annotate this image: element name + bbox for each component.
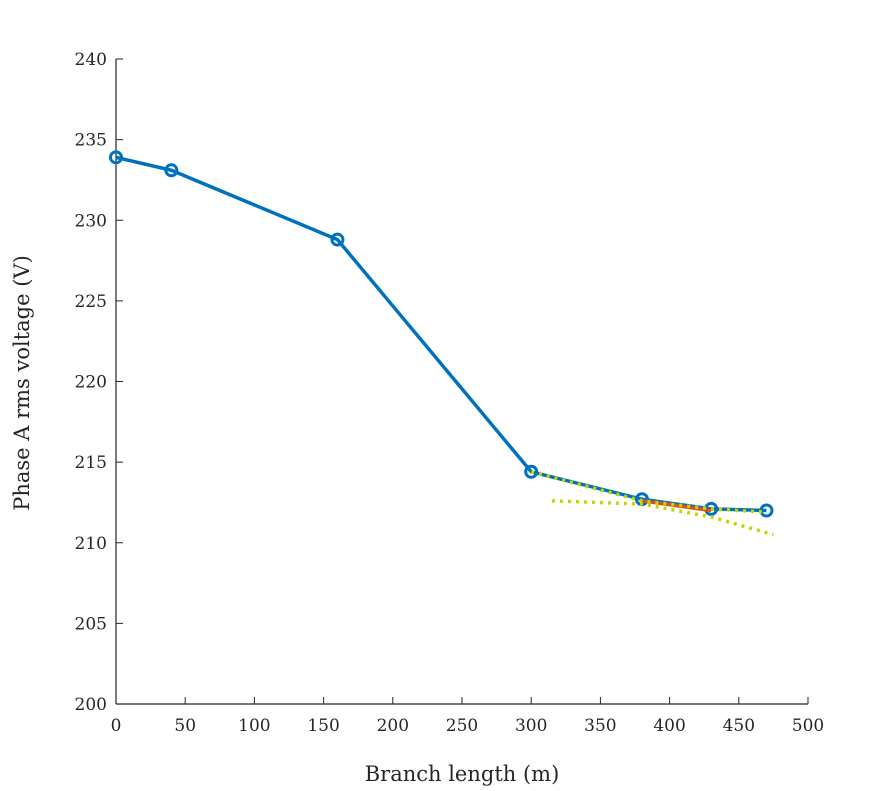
x-tick-label: 400 [653,716,685,736]
series-3-line [551,499,774,537]
axes [115,59,808,705]
x-tick-label: 50 [174,716,196,736]
x-tick-label: 450 [723,716,755,736]
y-axis-title: Phase A rms voltage (V) [10,255,34,511]
y-tick-label: 205 [75,614,107,634]
y-tick-label: 215 [75,453,107,473]
x-tick-label: 0 [111,716,122,736]
x-tick-label: 250 [446,716,478,736]
series-0-point [330,232,345,247]
y-tick-label: 210 [75,534,107,554]
y-tick-label: 240 [75,50,107,70]
x-axis-title: Branch length (m) [365,762,560,786]
series-1-line [641,499,712,513]
x-tick-label: 350 [584,716,616,736]
x-tick-label: 500 [792,716,824,736]
x-tick-label: 100 [238,716,270,736]
y-tick-label: 230 [75,211,107,231]
x-tick-label: 150 [307,716,339,736]
x-tick-label: 300 [515,716,547,736]
series-0-point [109,150,123,165]
y-tick-label: 225 [75,292,107,312]
y-tick-label: 220 [75,373,107,393]
y-tick-label: 235 [75,131,107,151]
ticks: 0 50 100 150 200 250 300 350 400 450 500 200 205 210 2… [75,50,825,736]
series-layer [109,150,774,537]
series-0-point [164,163,179,178]
series-0-line [115,155,767,513]
series-2-line [530,470,767,514]
x-tick-label: 200 [377,716,409,736]
series-0-point [524,464,539,479]
y-tick-label: 200 [75,695,107,715]
